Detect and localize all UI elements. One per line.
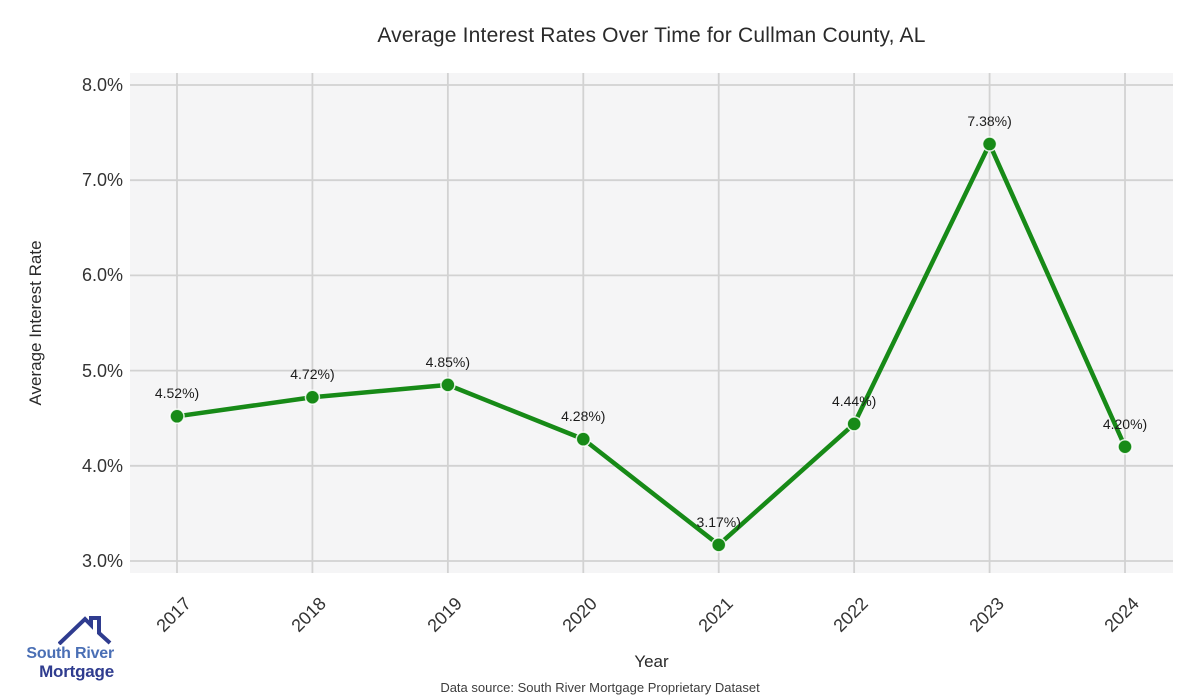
south-river-mortgage-logo: South River Mortgage [18, 615, 114, 681]
x-axis-title: Year [634, 652, 669, 671]
y-tick-label: 6.0% [81, 265, 123, 286]
y-tick-label: 4.0% [81, 455, 123, 476]
point-label: 4.52%) [154, 385, 200, 402]
y-axis-title: Average Interest Rate [26, 240, 45, 406]
data-point-marker [575, 431, 592, 447]
point-label: 4.20%) [1102, 415, 1148, 432]
data-point-marker [304, 389, 321, 406]
data-point-marker [1117, 439, 1133, 455]
house-roof-icon [58, 616, 112, 645]
y-tick-label: 8.0% [81, 75, 123, 95]
data-line [174, 141, 1128, 548]
chart-title: Average Interest Rates Over Time for Cul… [377, 24, 926, 47]
point-label: 3.17%) [696, 513, 741, 530]
data-point-marker [440, 377, 456, 393]
point-label: 4.28%) [561, 408, 606, 425]
plot-background [130, 73, 1173, 573]
point-label: 4.44%) [831, 392, 877, 409]
logo-text-line1: South River [26, 645, 114, 662]
data-point-marker [169, 408, 185, 425]
y-tick-label: 7.0% [81, 170, 123, 191]
logo-text-line2: Mortgage [39, 661, 114, 681]
data-point-marker [846, 416, 862, 432]
data-point-marker [981, 136, 998, 152]
data-point-marker [710, 537, 727, 553]
point-label: 4.85%) [425, 353, 471, 370]
point-label: 4.72%) [290, 366, 335, 383]
data-source-note: Data source: South River Mortgage Propri… [440, 680, 760, 695]
y-tick-label: 3.0% [81, 551, 123, 571]
point-label: 7.38%) [967, 113, 1012, 130]
y-tick-label: 5.0% [81, 360, 123, 381]
